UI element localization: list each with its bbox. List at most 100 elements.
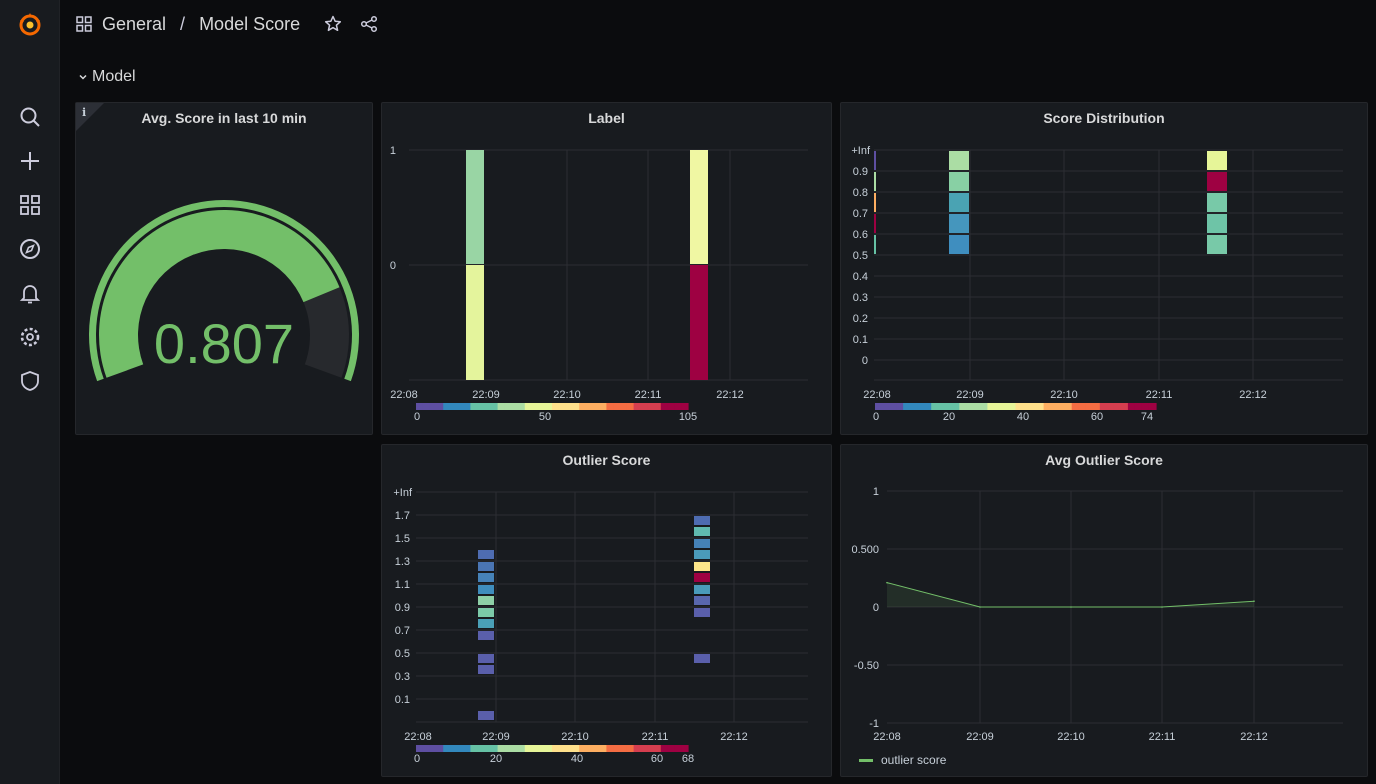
star-icon[interactable] bbox=[322, 13, 344, 35]
legend-gradient-segment bbox=[456, 745, 465, 752]
legend-gradient-segment bbox=[882, 403, 890, 410]
sidebar bbox=[0, 0, 60, 784]
legend-gradient-segment bbox=[681, 403, 689, 410]
panel-title[interactable]: Outlier Score bbox=[562, 452, 651, 468]
heatmap-cell bbox=[874, 193, 876, 212]
heatmap-cell bbox=[949, 172, 969, 191]
legend-gradient-segment bbox=[538, 745, 546, 752]
heatmap-cell bbox=[874, 151, 876, 170]
explore-compass-icon[interactable] bbox=[0, 229, 60, 269]
legend-gradient-segment bbox=[443, 403, 451, 410]
settings-gear-icon[interactable] bbox=[0, 317, 60, 357]
heatmap-cell bbox=[694, 539, 710, 548]
dashboards-icon[interactable] bbox=[0, 185, 60, 225]
legend-gradient-segment bbox=[613, 403, 621, 410]
panel-info-corner[interactable] bbox=[76, 103, 104, 131]
legend-gradient-segment bbox=[436, 745, 444, 752]
legend-gradient-segment bbox=[450, 403, 458, 410]
search-icon[interactable] bbox=[0, 97, 60, 137]
legend-gradient-segment bbox=[654, 403, 662, 410]
legend-gradient-segment bbox=[599, 403, 607, 410]
legend-gradient-segment bbox=[497, 403, 505, 410]
panel-title[interactable]: Avg Outlier Score bbox=[1045, 452, 1163, 468]
y-tick-label: 0.4 bbox=[853, 271, 868, 283]
heatmap-cell bbox=[478, 608, 494, 617]
y-tick-label: 1.1 bbox=[395, 579, 410, 591]
heatmap-cell bbox=[478, 550, 494, 559]
x-tick-label: 22:12 bbox=[1239, 389, 1267, 401]
legend-gradient-segment bbox=[1085, 403, 1094, 410]
heatmap-cell bbox=[466, 150, 484, 264]
legend-gradient-segment bbox=[1001, 403, 1010, 410]
heatmap-cell bbox=[478, 711, 494, 720]
legend-label-outlier-score: outlier score bbox=[881, 753, 947, 767]
legend-gradient-segment bbox=[1022, 403, 1031, 410]
panel-avg-outlier-score[interactable]: 1 0.500 0 -0.50 -1 22:08 22:09 22:10 22:11 22:12 o… bbox=[840, 444, 1368, 777]
legend-gradient-segment bbox=[443, 745, 451, 752]
legend-gradient-segment bbox=[640, 403, 648, 410]
data-point bbox=[1161, 606, 1163, 608]
heatmap-cell bbox=[874, 235, 876, 254]
heatmap-cell bbox=[478, 573, 494, 582]
heatmap-cell bbox=[1207, 214, 1227, 233]
legend-gradient-segment bbox=[660, 403, 669, 410]
y-tick-label: 0 bbox=[390, 260, 396, 272]
heatmap-cell bbox=[694, 654, 710, 663]
legend-gradient-segment bbox=[1015, 403, 1024, 410]
panel-title[interactable]: Label bbox=[588, 110, 625, 126]
y-tick-label: +Inf bbox=[851, 145, 871, 157]
legend-gradient-segment bbox=[633, 745, 641, 752]
y-tick-label: -0.50 bbox=[854, 660, 879, 672]
row-collapse-toggle[interactable]: Model bbox=[78, 68, 136, 86]
legend-gradient-segment bbox=[436, 403, 444, 410]
share-icon[interactable] bbox=[358, 13, 380, 35]
legend-gradient-segment bbox=[1057, 403, 1066, 410]
panel-outlier-score[interactable]: +Inf 1.7 1.5 1.3 1.1 0.9 0.7 0.5 0.3 0.1 22:08 22:0… bbox=[381, 444, 832, 777]
panel-label-heatmap[interactable]: 1 0 22:08 22:09 22:10 22:11 22:12 0 50 105 Label bbox=[381, 102, 832, 435]
legend-gradient-segment bbox=[667, 403, 675, 410]
y-tick-label: 1.3 bbox=[395, 556, 410, 568]
legend-tick-label: 40 bbox=[571, 753, 583, 765]
heatmap-cell bbox=[478, 585, 494, 594]
legend-gradient-segment bbox=[511, 745, 519, 752]
legend-gradient-segment bbox=[545, 403, 553, 410]
alerting-bell-icon[interactable] bbox=[0, 273, 60, 313]
y-tick-label: 0.7 bbox=[853, 208, 868, 220]
grafana-logo-icon[interactable] bbox=[0, 4, 60, 44]
data-point bbox=[886, 581, 888, 584]
legend-gradient-segment bbox=[545, 745, 553, 752]
legend-gradient-segment bbox=[1050, 403, 1059, 410]
dashboards-grid-icon[interactable] bbox=[76, 16, 92, 32]
legend-gradient-segment bbox=[987, 403, 996, 410]
panel-score-distribution[interactable]: +Inf 0.9 0.8 0.7 0.6 0.5 0.4 0.3 0.2 0.1 0 22:08 22:… bbox=[840, 102, 1368, 435]
legend-tick-label: 68 bbox=[682, 753, 694, 765]
chevron-down-icon bbox=[78, 72, 88, 82]
panel-title[interactable]: Avg. Score in last 10 min bbox=[141, 110, 307, 126]
heatmap-cell bbox=[949, 214, 969, 233]
dashboard-title[interactable]: Model Score bbox=[199, 13, 301, 34]
heatmap-cell bbox=[478, 665, 494, 674]
heatmap-cell bbox=[949, 235, 969, 254]
heatmap-cell bbox=[690, 150, 708, 264]
y-tick-label: 0.2 bbox=[853, 313, 868, 325]
legend-gradient-segment bbox=[429, 745, 437, 752]
legend-gradient-segment bbox=[1064, 403, 1073, 410]
legend-gradient-segment bbox=[565, 745, 573, 752]
info-icon[interactable]: i bbox=[82, 106, 87, 119]
dashboard-navbar: General / Model Score bbox=[60, 0, 1376, 48]
y-tick-label: 1 bbox=[390, 145, 396, 157]
legend-gradient-segment bbox=[592, 403, 601, 410]
legend-gradient-segment bbox=[565, 403, 573, 410]
legend-gradient-segment bbox=[1029, 403, 1038, 410]
breadcrumb-folder[interactable]: General bbox=[102, 13, 167, 34]
x-tick-label: 22:08 bbox=[390, 389, 418, 401]
panel-avg-score-gauge[interactable]: 0.807 i Avg. Score in last 10 min bbox=[75, 102, 373, 435]
heatmap-cell bbox=[949, 151, 969, 170]
y-tick-label: -1 bbox=[869, 718, 879, 730]
shield-icon[interactable] bbox=[0, 361, 60, 401]
panel-title[interactable]: Score Distribution bbox=[1043, 110, 1165, 126]
x-tick-label: 22:11 bbox=[1146, 389, 1173, 401]
plus-icon[interactable] bbox=[0, 141, 60, 181]
legend-gradient-segment bbox=[633, 403, 641, 410]
legend-gradient-segment bbox=[579, 745, 587, 752]
